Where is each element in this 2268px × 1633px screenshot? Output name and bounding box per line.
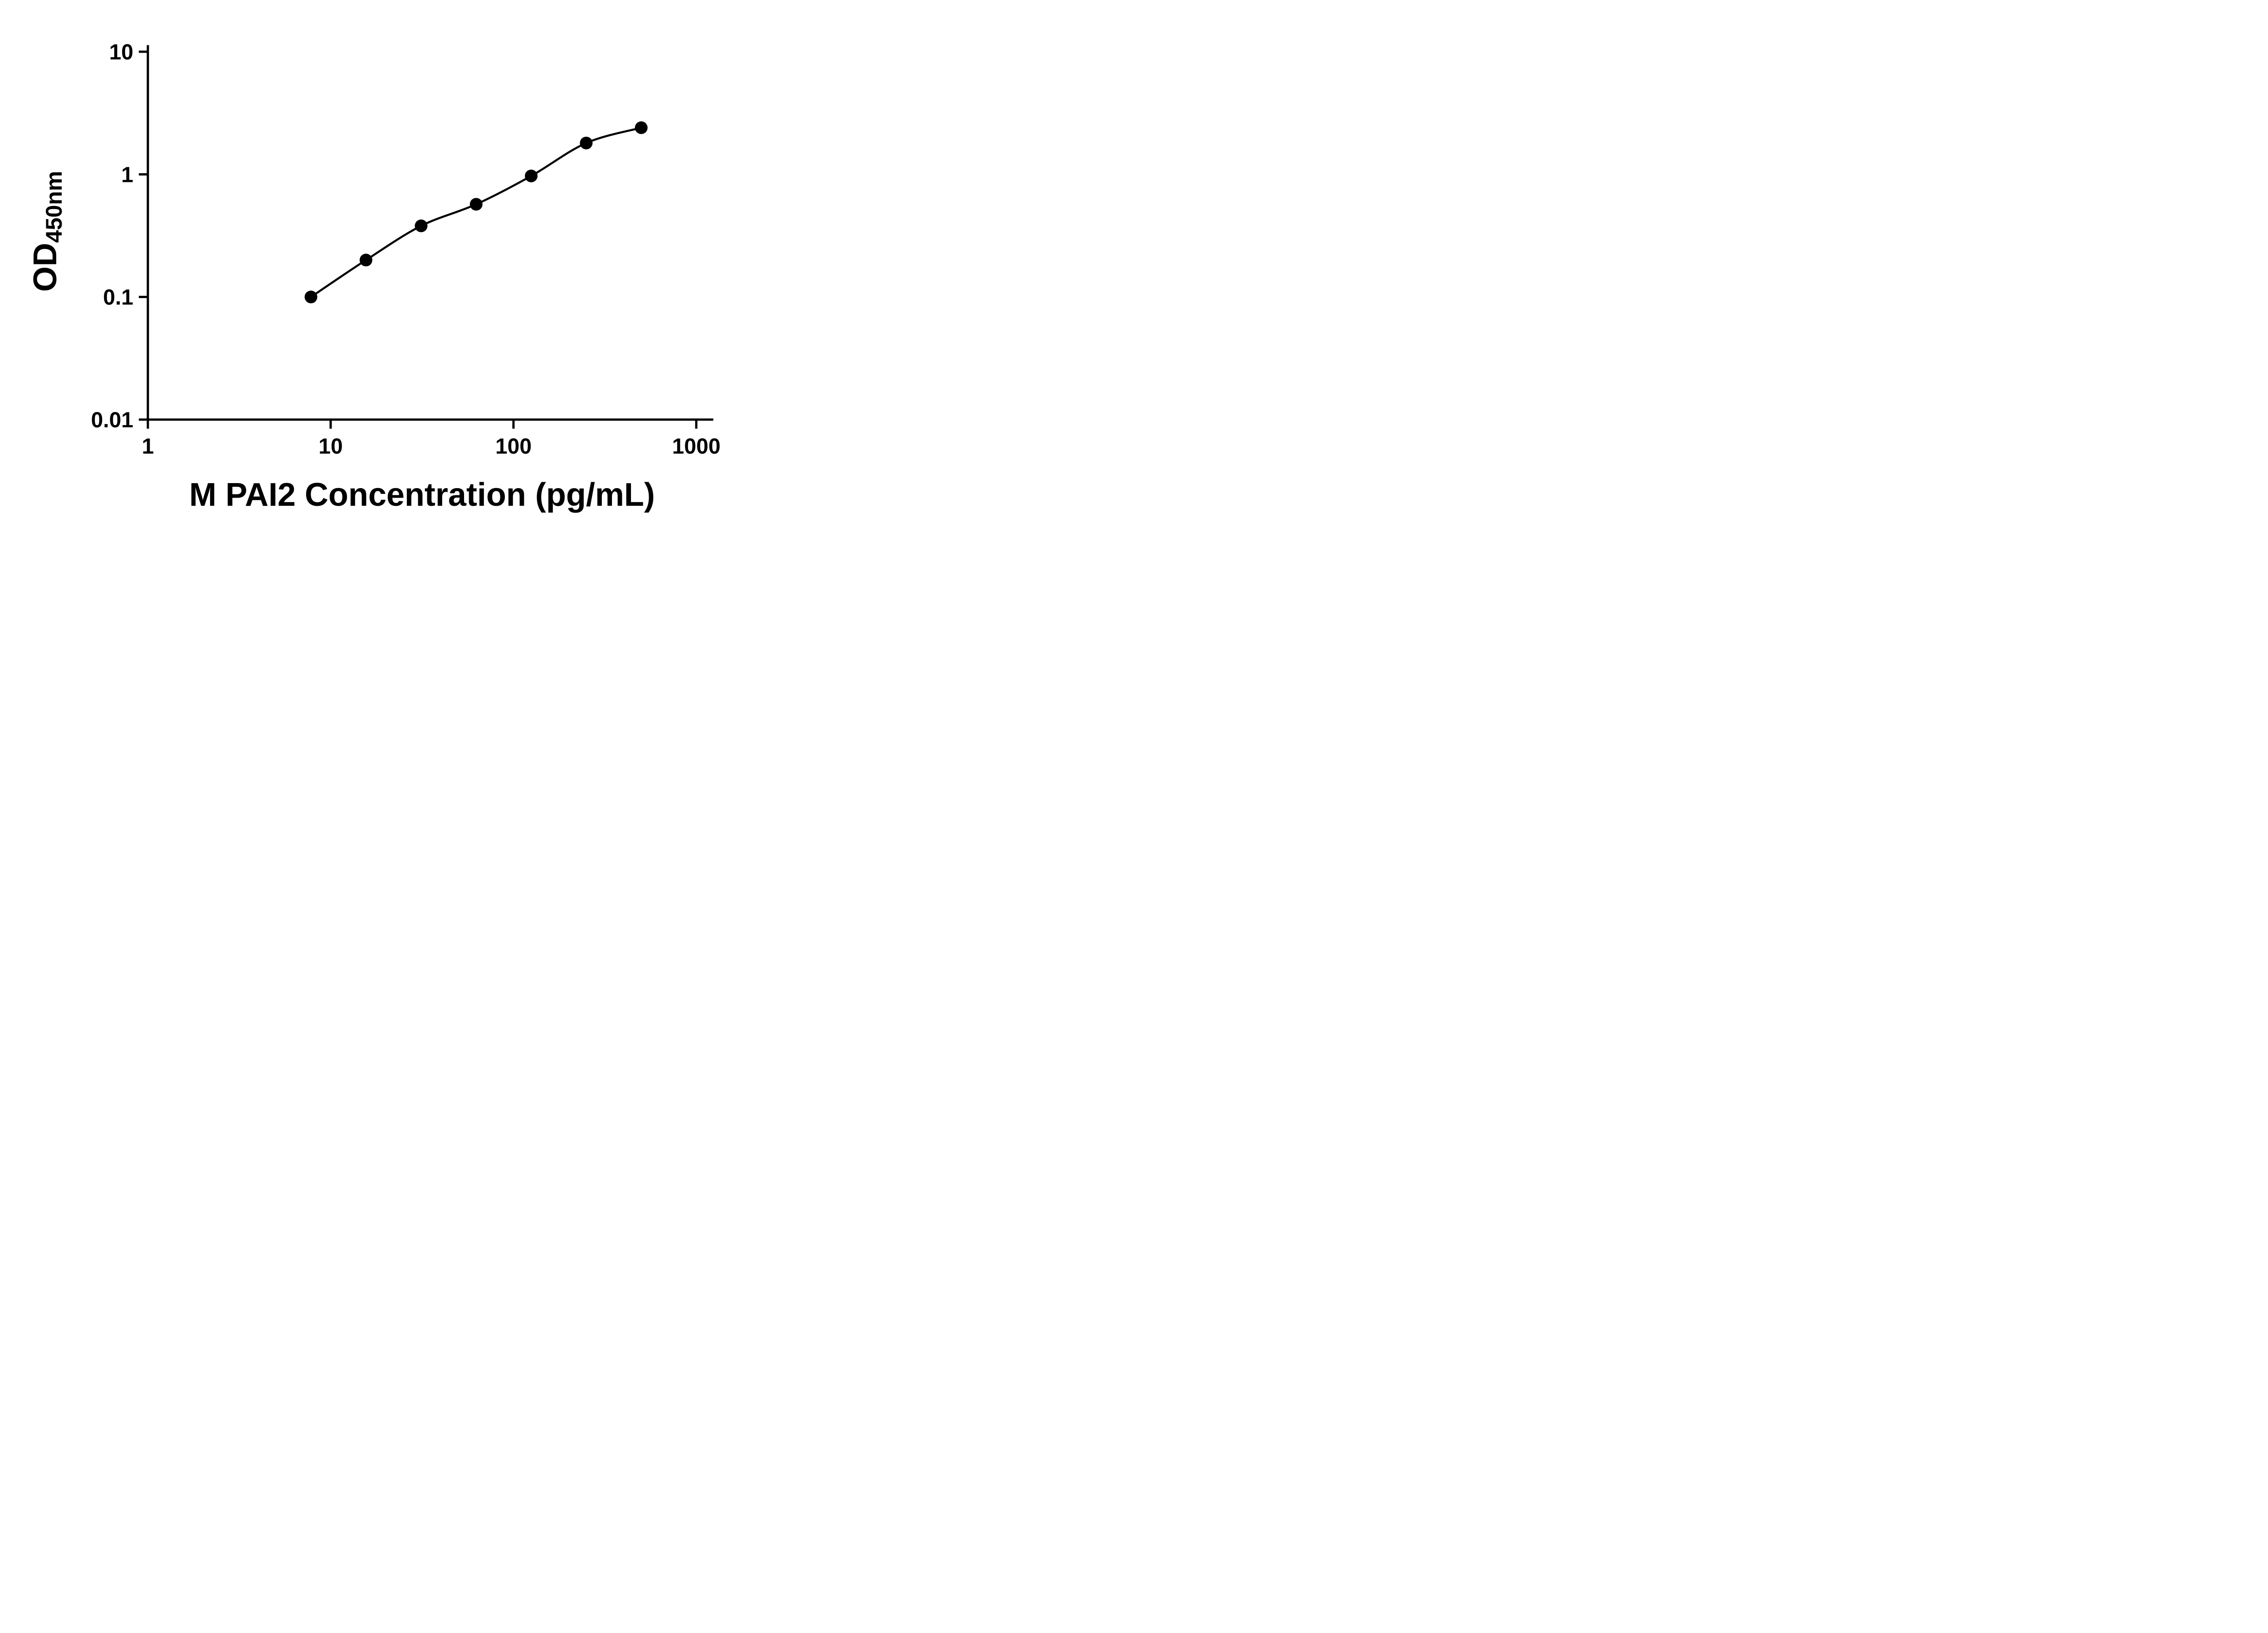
x-axis-tick-label: 1 — [142, 435, 154, 459]
data-point — [359, 254, 372, 267]
y-axis-title: OD450nm — [25, 118, 67, 345]
standard-curve-plot: 1 10 100 1000 0.01 0.1 1 10 — [91, 40, 721, 459]
data-point — [469, 198, 483, 211]
y-axis-title-main: OD — [27, 243, 64, 292]
x-axis-tick-label: 100 — [495, 435, 532, 459]
elisa-standard-curve-figure: 1 10 100 1000 0.01 0.1 1 10 M PAI2 Concentratio… — [0, 0, 776, 544]
x-axis-tick-label: 1000 — [672, 435, 721, 459]
fitted-curve — [310, 127, 642, 298]
y-axis-tick-label: 0.1 — [103, 286, 133, 310]
y-axis-tick-label: 0.01 — [91, 408, 133, 432]
y-axis-tick-label: 1 — [121, 163, 133, 187]
data-point — [304, 290, 318, 303]
y-axis-tick-label: 10 — [109, 40, 133, 64]
x-axis-title: M PAI2 Concentration (pg/mL) — [189, 477, 655, 513]
data-point — [415, 219, 428, 232]
y-axis-title-subscript: 450nm — [41, 171, 67, 243]
data-point — [580, 137, 593, 150]
data-point — [635, 121, 648, 134]
x-axis-tick-label: 10 — [318, 435, 342, 459]
data-point — [525, 169, 538, 182]
